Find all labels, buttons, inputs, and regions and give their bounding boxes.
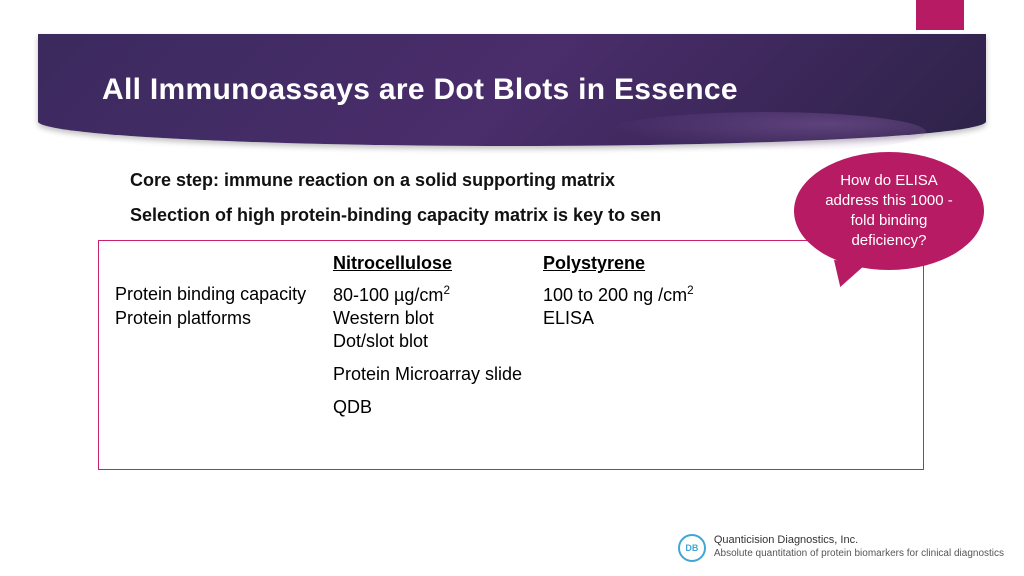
logo-badge-icon: DB — [678, 534, 706, 562]
extra-cell: Dot/slot blot — [333, 331, 903, 352]
extra-cell: Protein Microarray slide — [333, 364, 903, 385]
row-label: Protein platforms — [115, 308, 333, 329]
callout-bubble: How do ELISA address this 1000 - fold bi… — [794, 152, 984, 270]
comparison-table: Nitrocellulose Polystyrene Protein bindi… — [98, 240, 924, 470]
extra-cell: QDB — [333, 397, 903, 418]
col-header-polystyrene: Polystyrene — [543, 253, 773, 274]
slide-header: All Immunoassays are Dot Blots in Essenc… — [38, 34, 986, 146]
body-line-1: Core step: immune reaction on a solid su… — [130, 170, 661, 191]
cell: ELISA — [543, 308, 773, 329]
col-header-nitrocellulose: Nitrocellulose — [333, 253, 543, 274]
callout-text: How do ELISA address this 1000 - fold bi… — [812, 171, 966, 252]
company-logo: DB Quanticision Diagnostics, Inc. Absolu… — [678, 534, 1004, 562]
table-header-row: Nitrocellulose Polystyrene — [115, 253, 903, 274]
slide-title: All Immunoassays are Dot Blots in Essenc… — [102, 73, 738, 107]
table-row: Protein binding capacity 80-100 µg/cm2 1… — [115, 284, 903, 306]
body-text: Core step: immune reaction on a solid su… — [130, 170, 661, 226]
table-row: Protein platforms Western blot ELISA — [115, 308, 903, 329]
logo-text: Quanticision Diagnostics, Inc. Absolute … — [714, 534, 1004, 560]
logo-company: Quanticision Diagnostics, Inc. — [714, 534, 1004, 548]
cell: 100 to 200 ng /cm2 — [543, 284, 773, 306]
cell: Western blot — [333, 308, 543, 329]
logo-tagline: Absolute quantitation of protein biomark… — [714, 548, 1004, 561]
row-label: Protein binding capacity — [115, 284, 333, 306]
accent-top-tab — [916, 0, 964, 30]
body-line-2: Selection of high protein-binding capaci… — [130, 205, 661, 226]
cell: 80-100 µg/cm2 — [333, 284, 543, 306]
